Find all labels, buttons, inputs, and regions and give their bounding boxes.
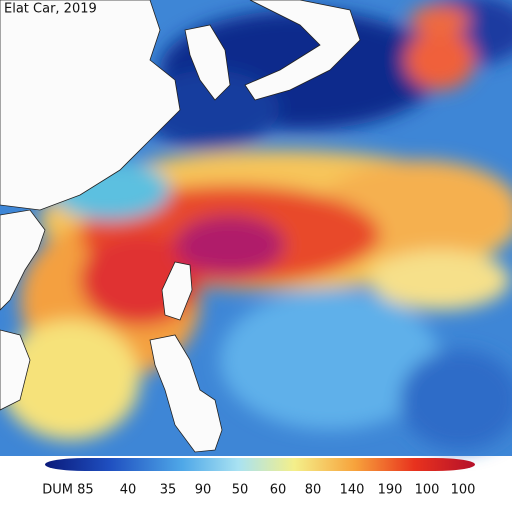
blob xyxy=(410,5,470,35)
blob xyxy=(0,320,140,440)
colorbar-label: 35 xyxy=(160,483,177,498)
colorbar-label: 40 xyxy=(120,483,137,498)
philippines xyxy=(149,334,223,453)
blob xyxy=(175,215,285,275)
blob xyxy=(370,250,510,310)
colorbar-ramp xyxy=(45,458,475,471)
colorbar: DUM 85 40 35 90 50 60 80 140 190 100 100 xyxy=(42,458,475,498)
china-coast xyxy=(0,209,46,311)
indochina xyxy=(0,329,31,411)
blob xyxy=(400,350,512,450)
colorbar-label: 190 xyxy=(378,483,403,498)
map-title: Elat Car, 2019 xyxy=(4,2,97,17)
colorbar-label: 50 xyxy=(232,483,249,498)
colorbar-label: 100 xyxy=(415,483,440,498)
colorbar-label: 100 xyxy=(451,483,476,498)
blob xyxy=(220,290,440,430)
blob xyxy=(405,30,475,90)
land xyxy=(0,0,361,453)
taiwan xyxy=(161,261,193,321)
colorbar-label: 140 xyxy=(340,483,365,498)
korea xyxy=(184,24,231,101)
china-north xyxy=(0,0,181,211)
colorbar-label: 90 xyxy=(195,483,212,498)
colorbar-label: 60 xyxy=(270,483,287,498)
japan xyxy=(244,0,361,101)
colorbar-label: 80 xyxy=(305,483,322,498)
colorbar-label: DUM 85 xyxy=(42,483,93,498)
